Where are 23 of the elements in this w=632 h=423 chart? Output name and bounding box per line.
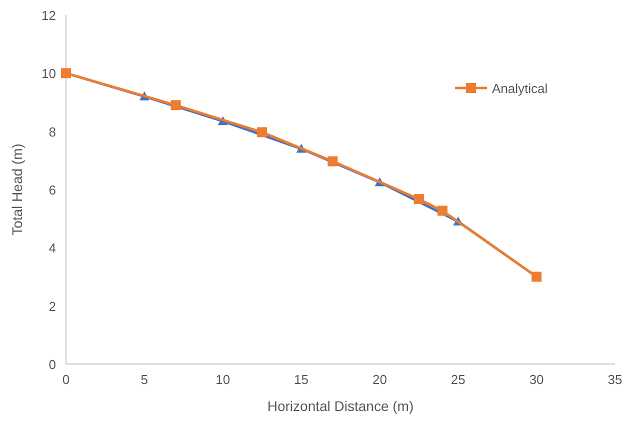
point [257,127,268,138]
point [437,206,448,216]
x-axis-title: Horizontal Distance (m) [267,398,414,414]
y-tick-label: 12 [42,8,56,23]
y-tick-label: 2 [48,298,56,314]
x-tick-label: 15 [294,372,309,387]
point [170,100,181,110]
x-tick-label: 35 [608,372,622,387]
y-axis-title: Total Head (m) [9,144,25,236]
x-tick-label: 20 [372,372,387,387]
x-tick-label: 5 [140,372,148,387]
y-tick-label: 0 [48,357,56,372]
x-tick-label: 0 [62,372,70,387]
point [328,156,338,166]
x-tick-label: 10 [216,372,230,387]
y-tick-label: 4 [48,240,56,256]
x-tick-label: 25 [450,372,466,387]
x-tick-label: 30 [529,372,544,387]
y-tick-label: 10 [42,66,56,82]
legend-label: Analytical [492,81,548,96]
point [414,194,424,204]
y-tick-label: 6 [48,182,56,198]
y-tick-label: 8 [48,124,56,140]
